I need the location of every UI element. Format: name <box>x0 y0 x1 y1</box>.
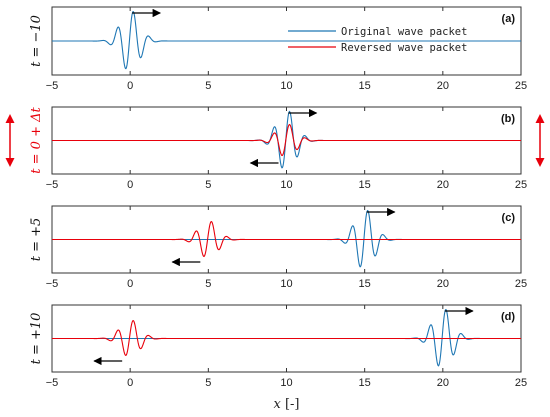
panel-label: (b) <box>501 113 515 125</box>
x-tick-label: 5 <box>205 278 211 290</box>
x-tick-label: 5 <box>205 377 211 389</box>
x-tick-label: 10 <box>280 278 292 290</box>
x-tick-label: 10 <box>280 377 292 389</box>
x-tick-label: 25 <box>515 179 527 191</box>
reversed-wave-line <box>52 123 521 157</box>
x-tick-label: 0 <box>127 179 133 191</box>
y-axis-label: t = +10 <box>29 313 44 365</box>
x-tick-label: 15 <box>359 179 371 191</box>
panel-label: (d) <box>501 311 515 323</box>
x-axis-label: x [-] <box>273 397 299 412</box>
panel-d: −5 0 5 10 15 20 25 (d) t = +10 <box>29 304 527 389</box>
y-axis-label: t = +5 <box>29 218 44 262</box>
x-tick-label: 15 <box>359 80 371 92</box>
x-tick-label: 15 <box>359 377 371 389</box>
x-tick-label: 5 <box>205 80 211 92</box>
x-tick-label: 0 <box>127 377 133 389</box>
panel-c: −5 0 5 10 15 20 25 (c) t = +5 <box>29 205 527 290</box>
x-tick-label: 5 <box>205 179 211 191</box>
reversed-wave-line <box>52 220 521 258</box>
legend: Original wave packet Reversed wave packet <box>288 26 467 54</box>
original-wave-line <box>52 209 521 268</box>
x-tick-label: 20 <box>437 278 449 290</box>
x-axis-label-unit: [-] <box>281 397 300 412</box>
y-axis-label: t = 0 + Δt <box>29 107 44 174</box>
x-tick-label: 25 <box>515 80 527 92</box>
original-wave-line <box>52 308 521 367</box>
x-tick-label: 25 <box>515 377 527 389</box>
panel-b: −5 0 5 10 15 20 25 (b) t = 0 + Δt <box>5 106 545 191</box>
x-tick-label: 10 <box>280 80 292 92</box>
x-tick-label: 20 <box>437 377 449 389</box>
panel-label: (c) <box>502 212 516 224</box>
original-wave-line <box>52 110 521 169</box>
panel-a: −5 0 5 10 15 20 25 (a) t = −10 <box>29 6 527 92</box>
x-axis-label-var: x <box>273 397 281 412</box>
x-tick-label: 0 <box>127 278 133 290</box>
x-tick-label: 20 <box>437 80 449 92</box>
legend-label-reversed: Reversed wave packet <box>341 42 467 54</box>
x-tick-label: 20 <box>437 179 449 191</box>
x-tick-label: 15 <box>359 278 371 290</box>
x-tick-label: −5 <box>46 80 59 92</box>
reversed-wave-line <box>52 319 521 356</box>
x-tick-label: −5 <box>46 179 59 191</box>
panel-label: (a) <box>502 13 516 25</box>
y-axis-label: t = −10 <box>29 15 44 67</box>
x-tick-label: −5 <box>46 377 59 389</box>
x-tick-label: 0 <box>127 80 133 92</box>
x-tick-label: 10 <box>280 179 292 191</box>
x-tick-label: −5 <box>46 278 59 290</box>
original-wave-line <box>52 10 521 70</box>
legend-label-original: Original wave packet <box>341 26 467 38</box>
x-tick-label: 25 <box>515 278 527 290</box>
